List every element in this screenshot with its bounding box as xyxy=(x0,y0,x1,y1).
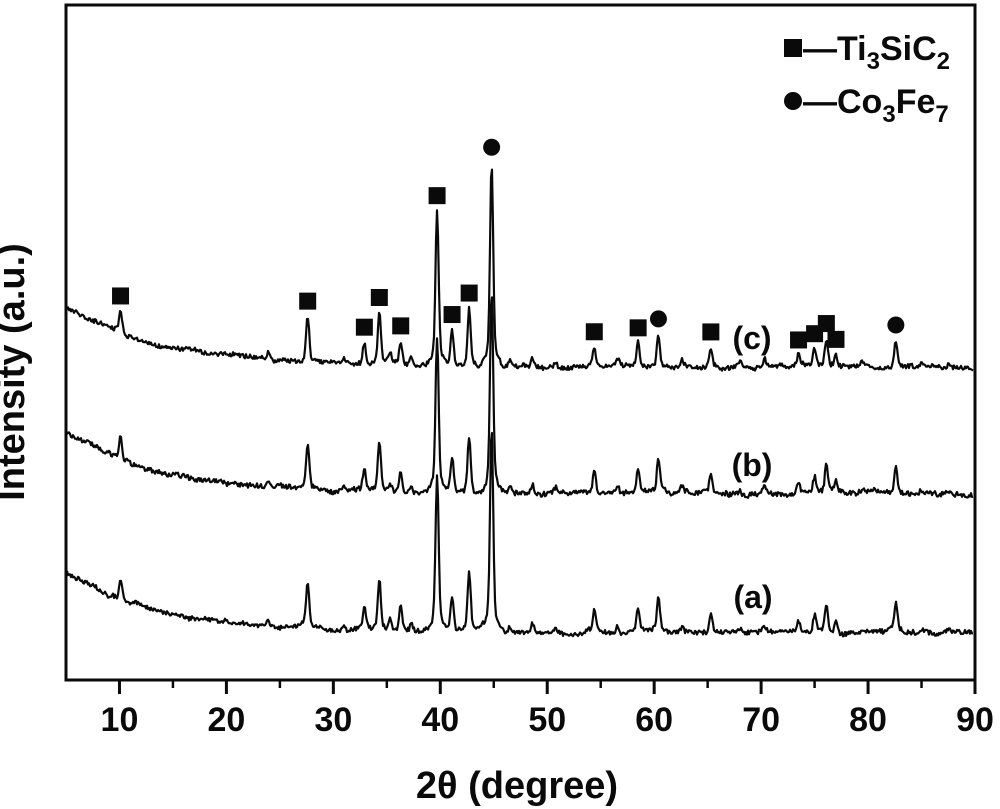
xrd-curve-c xyxy=(66,168,974,372)
y-axis-label: Intensity (a.u.) xyxy=(0,243,33,501)
ti3sic2-square-marker xyxy=(827,330,845,348)
series-label-a: (a) xyxy=(733,579,772,615)
ti3sic2-square-marker xyxy=(355,318,373,336)
ti3sic2-square-marker xyxy=(392,317,410,335)
legend-item-label: —Co3Fe7 xyxy=(803,83,949,128)
x-tick-label: 90 xyxy=(956,701,994,739)
ti3sic2-square-marker xyxy=(370,288,388,306)
x-tick-label: 30 xyxy=(314,701,352,739)
xrd-curve-a xyxy=(65,431,974,638)
x-tick-label: 40 xyxy=(421,701,459,739)
ti3sic2-square-marker xyxy=(299,292,317,310)
x-tick-label: 50 xyxy=(528,701,566,739)
phase-peak-markers xyxy=(112,138,905,349)
legend: —Ti3SiC2 —Co3Fe7 xyxy=(784,30,950,128)
legend-square-icon xyxy=(784,39,802,57)
diffraction-curves xyxy=(65,168,974,638)
ti3sic2-square-marker xyxy=(460,284,478,302)
co3fe7-circle-marker xyxy=(887,316,905,334)
series-label-b: (b) xyxy=(732,447,773,483)
co3fe7-circle-marker xyxy=(649,310,667,328)
ti3sic2-square-marker xyxy=(443,306,461,324)
ti3sic2-square-marker xyxy=(790,331,808,349)
ti3sic2-square-marker xyxy=(629,319,647,337)
x-tick-label: 80 xyxy=(849,701,887,739)
ti3sic2-square-marker xyxy=(817,315,835,333)
ti3sic2-square-marker xyxy=(428,187,446,205)
plot-frame xyxy=(64,3,977,682)
ti3sic2-square-marker xyxy=(585,323,603,341)
x-tick-label: 10 xyxy=(101,701,139,739)
series-label-c: (c) xyxy=(732,320,771,356)
x-tick-label: 20 xyxy=(207,701,245,739)
series-labels: (a) (b) (c) xyxy=(732,320,773,615)
x-tick-label: 70 xyxy=(742,701,780,739)
ti3sic2-square-marker xyxy=(702,323,720,341)
x-axis-label: 2θ (degree) xyxy=(416,765,618,807)
x-tick-label: 60 xyxy=(635,701,673,739)
x-axis-tick-labels: 10 20 30 40 50 60 70 80 90 xyxy=(101,701,994,739)
co3fe7-circle-marker xyxy=(483,138,501,156)
ti3sic2-square-marker xyxy=(112,287,130,305)
xrd-curve-b xyxy=(66,296,974,499)
legend-item-label: —Ti3SiC2 xyxy=(803,30,950,75)
legend-circle-icon xyxy=(784,92,802,110)
x-axis-ticks xyxy=(117,680,977,694)
